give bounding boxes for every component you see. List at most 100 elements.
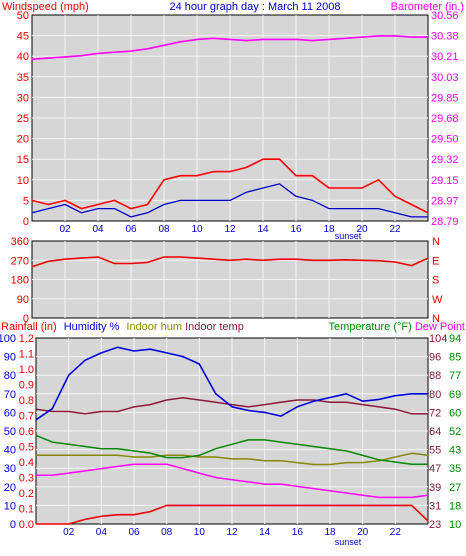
- indoor-temp-line: [35, 396, 428, 415]
- rainfall-tick-label: 0.9: [19, 380, 34, 392]
- windspeed-tick-label: 50: [17, 10, 29, 22]
- rainfall-axis-label: Rainfall (in): [1, 321, 57, 333]
- wind-barometer-panel: Windspeed (mph) 24 hour graph day : Marc…: [2, 1, 464, 241]
- barometer-axis-label: Barometer (in.): [391, 1, 464, 13]
- rain-humidity-temp-panel: Rainfall (in) Humidity % Indoor hum Indo…: [0, 321, 465, 547]
- wind-direction-line: [31, 256, 429, 268]
- temperature-tick-label: 85: [449, 352, 461, 364]
- x-tick-label: 02: [63, 527, 75, 538]
- x-tick-label: 14: [259, 527, 271, 538]
- barometer-tick-label: 30.03: [431, 72, 459, 84]
- temperature-tick-label: 94: [449, 333, 461, 345]
- sunset-label: sunset: [335, 537, 362, 547]
- temperature-tick-labels: 10 18 27 35 43 52 60 69 77 85 94: [449, 333, 461, 531]
- humidity-tick-label: 90: [4, 352, 16, 364]
- series-lines: [31, 256, 429, 268]
- windspeed-axis-label: Windspeed (mph): [2, 1, 89, 13]
- humidity-tick-label: 70: [4, 389, 16, 401]
- x-tick-label: 18: [323, 224, 335, 235]
- x-tick-label: 12: [226, 527, 238, 538]
- left-tick-labels: 0 90 180 270 360: [11, 236, 29, 325]
- rainfall-tick-label: 1.1: [19, 349, 34, 361]
- humidity-tick-label: 40: [4, 445, 16, 457]
- barometer-tick-label: 30.56: [431, 10, 459, 22]
- temperature-tick-label: 35: [449, 463, 461, 475]
- indoor-humidity-line: [36, 452, 429, 466]
- indoor-temp-tick-label: 88: [429, 370, 441, 382]
- windspeed-tick-label: 0: [23, 216, 29, 228]
- x-tick-label: 14: [257, 224, 269, 235]
- direction-tick-label: 270: [11, 255, 29, 267]
- series-lines: [35, 346, 429, 525]
- compass-tick-label: E: [432, 255, 439, 267]
- humidity-tick-label: 100: [0, 333, 16, 345]
- temperature-tick-label: 18: [449, 500, 461, 512]
- temperature-tick-label: 10: [449, 519, 461, 531]
- dew-point-line: [36, 463, 429, 499]
- rainfall-tick-label: 0.2: [19, 488, 34, 500]
- x-tick-label: 12: [224, 224, 236, 235]
- windspeed-tick-label: 20: [17, 134, 29, 146]
- windspeed-tick-label: 40: [17, 51, 29, 63]
- rainfall-tick-label: 0.5: [19, 442, 34, 454]
- temperature-line: [35, 434, 428, 465]
- x-tick-label: 10: [191, 224, 203, 235]
- windspeed-tick-label: 45: [17, 31, 29, 43]
- indoor-temp-tick-label: 39: [429, 482, 441, 494]
- compass-tick-label: S: [432, 275, 439, 287]
- humidity-tick-label: 10: [4, 500, 16, 512]
- humidity-tick-labels: 0 10 20 30 40 50 60 70 80 90 100: [0, 333, 16, 531]
- indoor-temp-label: Indoor temp: [185, 321, 244, 333]
- barometer-tick-label: 30.38: [431, 31, 459, 43]
- temperature-tick-label: 27: [449, 482, 461, 494]
- humidity-tick-label: 80: [4, 370, 16, 382]
- humidity-line: [35, 346, 428, 421]
- graph-title: 24 hour graph day : March 11 2008: [169, 1, 340, 13]
- indoor-temp-tick-label: 55: [429, 445, 441, 457]
- right-tick-labels: 28.79 28.97 29.15 29.32 29.50 29.68 29.85 30.03…: [431, 10, 459, 228]
- rainfall-tick-label: 0.0: [19, 519, 34, 531]
- x-tick-label: 04: [92, 224, 104, 235]
- barometer-line: [31, 35, 428, 60]
- rainfall-tick-label: 0.4: [19, 457, 34, 469]
- sunset-label: sunset: [335, 231, 362, 241]
- windspeed-tick-label: 5: [23, 195, 29, 207]
- humidity-tick-label: 30: [4, 463, 16, 475]
- temperature-tick-label: 60: [449, 407, 461, 419]
- dew-point-label: Dew Point: [415, 321, 465, 333]
- indoor-temp-tick-labels: 23 31 39 47 55 64 72 80 88 96 104: [429, 333, 447, 531]
- barometer-tick-label: 28.97: [431, 195, 459, 207]
- barometer-tick-label: 29.50: [431, 134, 459, 146]
- x-tick-label: 20: [356, 224, 368, 235]
- temperature-tick-label: 43: [449, 445, 461, 457]
- rainfall-tick-label: 0.6: [19, 426, 34, 438]
- windspeed-tick-label: 35: [17, 72, 29, 84]
- temperature-tick-label: 77: [449, 370, 461, 382]
- barometer-tick-label: 28.79: [431, 216, 459, 228]
- indoor-temp-tick-label: 104: [429, 333, 447, 345]
- wind-average-line: [31, 183, 428, 218]
- indoor-temp-tick-label: 96: [429, 352, 441, 364]
- temperature-tick-label: 69: [449, 389, 461, 401]
- barometer-tick-label: 29.68: [431, 113, 459, 125]
- x-tick-label: 08: [161, 527, 173, 538]
- compass-tick-label: W: [432, 294, 443, 306]
- x-tick-label: 22: [389, 224, 401, 235]
- direction-tick-label: 0: [23, 313, 29, 325]
- x-tick-label: 04: [96, 527, 108, 538]
- grid: [36, 338, 428, 524]
- x-tick-label: 22: [390, 527, 402, 538]
- windspeed-tick-label: 30: [17, 92, 29, 104]
- rainfall-line: [36, 504, 429, 525]
- indoor-temp-tick-label: 72: [429, 407, 441, 419]
- barometer-tick-label: 29.15: [431, 175, 459, 187]
- humidity-tick-label: 0: [10, 519, 16, 531]
- indoor-hum-label: Indoor hum: [126, 321, 182, 333]
- indoor-temp-tick-label: 80: [429, 389, 441, 401]
- barometer-tick-label: 30.21: [431, 51, 459, 63]
- x-tick-label: 20: [357, 527, 369, 538]
- rainfall-tick-label: 0.8: [19, 395, 34, 407]
- temperature-legend: Temperature (°F) Dew Point: [329, 321, 465, 333]
